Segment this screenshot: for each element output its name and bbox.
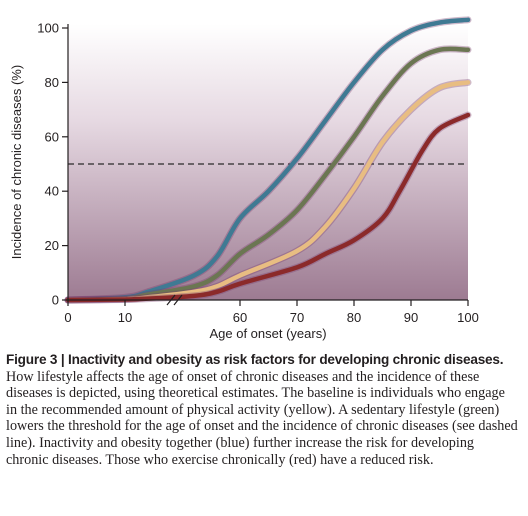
x-tick-label: 10 [118, 310, 132, 325]
y-tick-label: 80 [45, 75, 59, 90]
x-tick-label: 100 [457, 310, 479, 325]
series-line-red [65, 112, 471, 303]
caption-title: Inactivity and obesity as risk factors f… [68, 352, 504, 367]
series-line-blue [65, 17, 471, 303]
series-layer [64, 16, 472, 304]
y-tick-label: 100 [37, 21, 59, 36]
x-tick-label: 80 [347, 310, 361, 325]
series-line-green [65, 46, 471, 303]
x-tick-label: 60 [233, 310, 247, 325]
caption-body: How lifestyle affects the age of onset o… [6, 368, 518, 468]
chart: 0 20 40 60 80 100 0 10 60 70 80 90 100 Incidence of… [9, 16, 479, 341]
x-axis-title: Age of onset (years) [209, 326, 326, 341]
y-ticks: 0 20 40 60 80 100 [37, 21, 68, 308]
y-tick-label: 40 [45, 184, 59, 199]
x-ticks: 0 10 60 70 80 90 100 [64, 300, 479, 325]
y-tick-label: 60 [45, 129, 59, 144]
x-axis-break-marker [166, 294, 183, 306]
figure-caption: Figure 3 | Inactivity and obesity as ris… [6, 352, 518, 468]
y-tick-label: 20 [45, 238, 59, 253]
x-tick-label: 0 [64, 310, 71, 325]
y-axis-title: Incidence of chronic diseases (%) [9, 65, 24, 259]
caption-label: Figure 3 | [6, 352, 69, 367]
y-tick-label: 0 [52, 293, 59, 308]
x-tick-label: 90 [404, 310, 418, 325]
x-tick-label: 70 [290, 310, 304, 325]
